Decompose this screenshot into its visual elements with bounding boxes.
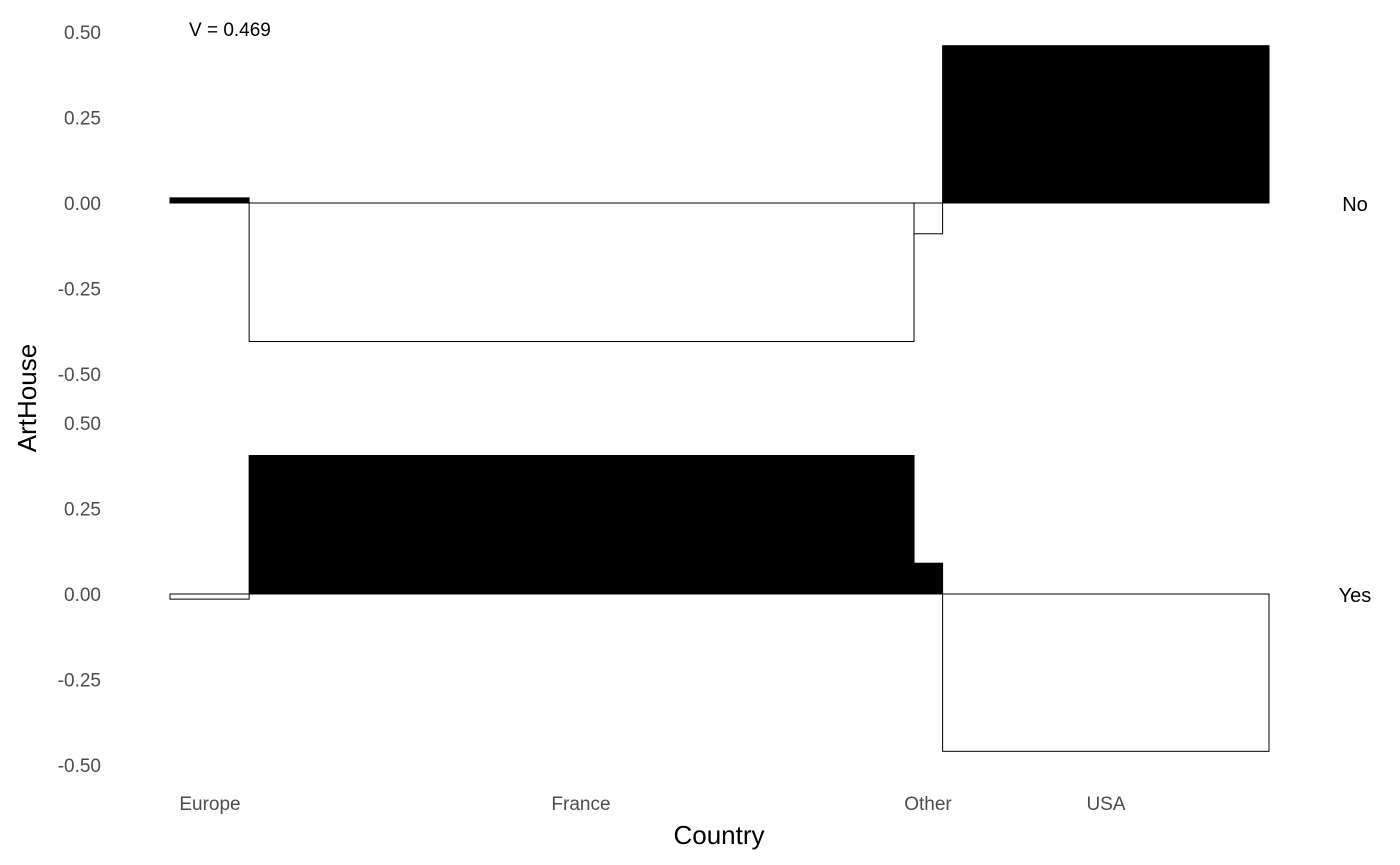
cramers-v-annotation: V = 0.469 [189, 20, 271, 41]
facet-label-no: No [1342, 194, 1368, 216]
y-tick-label: 0.00 [64, 585, 101, 606]
bar-yes-europe [169, 593, 250, 600]
y-tick-label: 0.25 [64, 109, 101, 130]
y-tick-label: -0.50 [58, 365, 101, 386]
y-tick-label: -0.25 [58, 671, 101, 692]
bar-no-france [248, 202, 915, 343]
x-axis-title: Country [673, 820, 764, 850]
x-tick-label-usa: USA [1086, 794, 1125, 815]
y-tick-label: 0.50 [64, 414, 101, 435]
y-tick-label: -0.25 [58, 280, 101, 301]
bar-no-usa [942, 45, 1270, 204]
bar-yes-usa [942, 593, 1270, 752]
x-tick-label-france: France [551, 794, 610, 815]
x-tick-label-other: Other [904, 794, 952, 815]
panels: 0.50 0.25 0.00 -0.25 -0.50 No 0.50 0.25 0.00 -0.2… [58, 23, 1372, 777]
panel-no: 0.50 0.25 0.00 -0.25 -0.50 No [58, 23, 1368, 386]
y-tick-label: 0.50 [64, 23, 101, 44]
bar-no-europe [169, 197, 250, 204]
panel-yes: 0.50 0.25 0.00 -0.25 -0.50 Yes [58, 414, 1372, 777]
y-tick-label: 0.00 [64, 194, 101, 215]
bar-yes-france [248, 454, 915, 595]
facet-label-yes: Yes [1339, 585, 1372, 607]
x-tick-label-europe: Europe [179, 794, 240, 815]
bar-yes-other [913, 562, 944, 595]
x-tick-labels: Europe France Other USA [179, 794, 1125, 815]
bar-no-other [913, 202, 944, 235]
y-tick-label: -0.50 [58, 756, 101, 777]
y-axis-title: ArtHouse [12, 344, 42, 452]
y-tick-label: 0.25 [64, 500, 101, 521]
